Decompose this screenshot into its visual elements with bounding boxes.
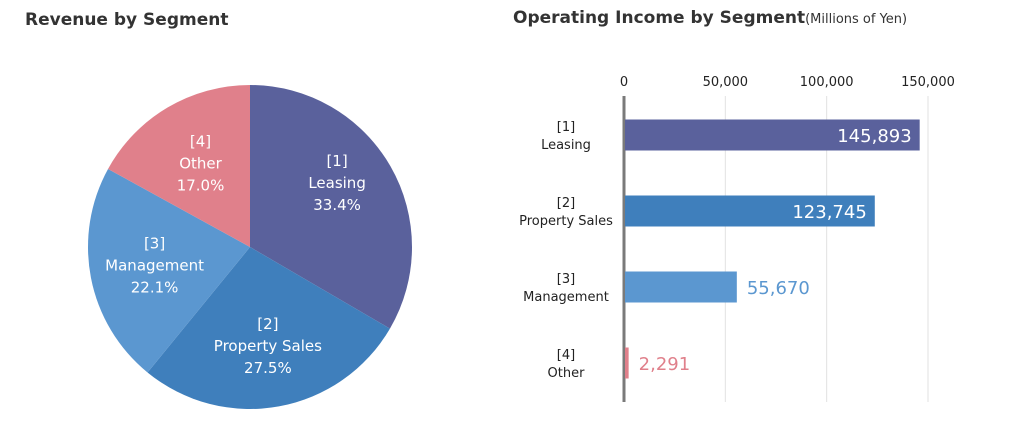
x-tick-label: 100,000: [800, 75, 854, 90]
bar-chart-title: Operating Income by Segment: [513, 8, 806, 28]
pie-slice-4: [108, 85, 250, 247]
pie-slice-2: [147, 247, 390, 409]
bar-1: [625, 119, 920, 151]
x-tick-label: 0: [620, 75, 628, 90]
pie-slice-percent-label: 27.5%: [244, 359, 292, 377]
pie-slice-name-label: Management: [105, 257, 204, 275]
pie-slice-id-label: [2]: [257, 315, 278, 333]
pie-slice-name-label: Other: [179, 154, 222, 172]
bar-value-label: 145,893: [837, 126, 911, 147]
pie-slice-name-label: Leasing: [308, 174, 366, 192]
pie-slice-id-label: [3]: [144, 235, 165, 253]
pie-slice-percent-label: 33.4%: [313, 196, 361, 214]
bar-value-label: 123,745: [792, 202, 866, 223]
category-name-label: Management: [523, 290, 609, 305]
pie-slice-percent-label: 17.0%: [177, 176, 225, 194]
pie-slice-percent-label: 22.1%: [131, 279, 179, 297]
category-id-label: [4]: [557, 348, 575, 363]
bar-chart-unit: (Millions of Yen): [805, 12, 908, 27]
pie-slice-1: [250, 85, 413, 329]
pie-slice-3: [88, 168, 250, 373]
category-id-label: [2]: [557, 196, 575, 211]
bar-value-label: 2,291: [639, 354, 691, 375]
pie-chart: [1] Leasing 33.4% [2] Property Sales 27.5% [3]…: [88, 85, 413, 409]
category-name-label: Other: [548, 366, 586, 381]
bar-3: [625, 271, 737, 303]
bar-chart-title-block: Operating Income by Segment(Millions of …: [513, 8, 907, 28]
bar-chart: 0 50,000 100,000 150,000 [1] Leasing 145,893 [2…: [519, 75, 955, 402]
pie-slice-id-label: [4]: [190, 132, 211, 150]
category-name-label: Property Sales: [519, 214, 613, 229]
pie-slice-name-label: Property Sales: [214, 337, 322, 355]
category-id-label: [3]: [557, 272, 575, 287]
pie-chart-title: Revenue by Segment: [25, 10, 229, 30]
category-id-label: [1]: [557, 120, 575, 135]
bar-value-label: 55,670: [747, 278, 810, 299]
x-tick-label: 50,000: [703, 75, 749, 90]
x-tick-label: 150,000: [901, 75, 955, 90]
category-name-label: Leasing: [541, 138, 591, 153]
bar-2: [625, 195, 875, 227]
bar-4: [625, 347, 629, 379]
pie-slice-id-label: [1]: [326, 152, 347, 170]
